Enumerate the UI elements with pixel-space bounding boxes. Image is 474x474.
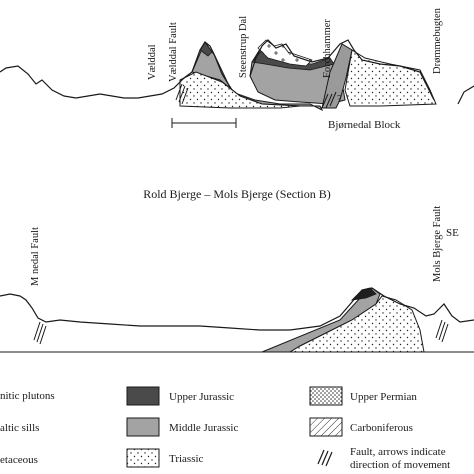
fault-symbol	[321, 91, 337, 109]
fault-label-forchhammer: Forchhammer	[322, 19, 333, 78]
section-b: Rold Bjerge – Mols Bjerge (Section B) M …	[0, 187, 474, 353]
fault-symbol	[435, 319, 449, 343]
legend-fault-icon	[317, 449, 333, 467]
legend-swatch-triassic	[126, 448, 160, 468]
fault-label-vaelddal: Vælddal	[147, 44, 158, 80]
section-a-topography	[0, 39, 435, 101]
legend-swatch-middle-jurassic	[126, 417, 160, 437]
fault-symbol	[33, 321, 47, 345]
fault-symbol	[175, 83, 189, 105]
legend-label-sills: altic sills	[0, 422, 39, 434]
section-b-topography	[0, 287, 474, 331]
section-b-title: Rold Bjerge – Mols Bjerge (Section B)	[143, 187, 331, 201]
fault-label-left: M nedal Fault	[30, 227, 41, 286]
legend-label-fault-line2: direction of movement	[350, 459, 450, 471]
legend-label-upper-permian: Upper Permian	[350, 391, 417, 403]
triassic-unit	[179, 71, 301, 109]
legend-label-fault-line1: Fault, arrows indicate	[350, 446, 446, 458]
legend-swatch-carboniferous	[309, 417, 343, 437]
section-a: ? Bjørnedal Block Vælddal Vælddal Fault …	[0, 7, 474, 131]
legend-label-cretaceous: etaceous	[0, 454, 38, 466]
fault-label-vaelddal-fault: Vælddal Fault	[168, 22, 179, 82]
block-label: Bjørnedal Block	[328, 119, 401, 131]
question-mark: ?	[337, 94, 342, 105]
scale-bar	[171, 118, 237, 128]
legend-label-carboniferous: Carboniferous	[350, 422, 413, 434]
fault-label-drommebugten: Drømmebugten	[432, 7, 443, 74]
direction-label: SE	[446, 227, 459, 239]
fault-label-steenstrup-dal: Steenstrup Dal	[238, 16, 249, 78]
legend-swatch-upper-jurassic	[126, 386, 160, 406]
section-a-right-edge	[457, 85, 474, 105]
dark-unit	[321, 43, 353, 109]
legend-label-middle-jurassic: Middle Jurassic	[169, 422, 238, 434]
fault-label-mols-bjerge: Mols Bjerge Fault	[432, 206, 443, 282]
legend-label-triassic: Triassic	[169, 453, 204, 465]
legend-label-plutons: nitic plutons	[0, 390, 55, 402]
legend: nitic plutons altic sills etaceous Upper…	[0, 386, 450, 471]
legend-label-upper-jurassic: Upper Jurassic	[169, 391, 234, 403]
legend-swatch-upper-permian	[309, 386, 343, 406]
